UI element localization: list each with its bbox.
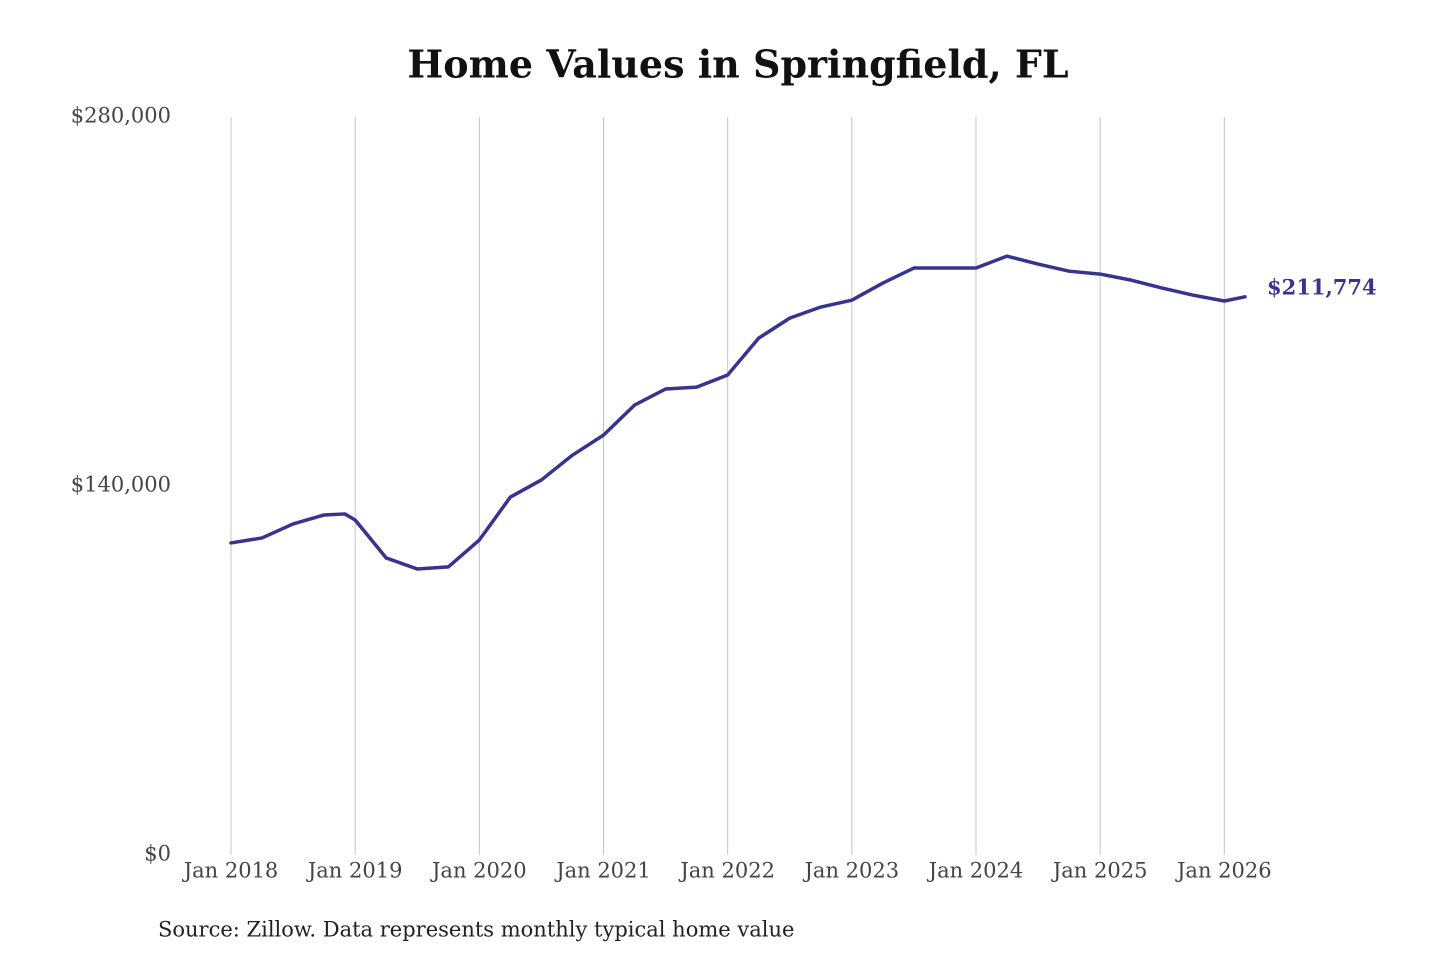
value-label: $211,774 [1267,274,1377,299]
x-tick-label: Jan 2025 [1051,859,1148,883]
x-tick-label: Jan 2024 [927,859,1024,883]
x-tick-label: Jan 2020 [430,859,527,883]
x-tick-label: Jan 2023 [803,859,900,883]
y-tick-label: $140,000 [71,473,171,497]
x-tick-label: Jan 2018 [182,859,279,883]
chart-title: Home Values in Springfield, FL [407,42,1068,87]
x-tick-label: Jan 2022 [678,859,775,883]
y-tick-label: $280,000 [71,104,171,128]
x-tick-label: Jan 2019 [306,859,403,883]
line [229,254,1247,571]
x-tick-label: Jan 2021 [554,859,651,883]
x-tick-label: Jan 2026 [1175,859,1272,883]
y-tick-label: $0 [144,842,171,866]
source-note: Source: Zillow. Data represents monthly … [158,918,794,942]
